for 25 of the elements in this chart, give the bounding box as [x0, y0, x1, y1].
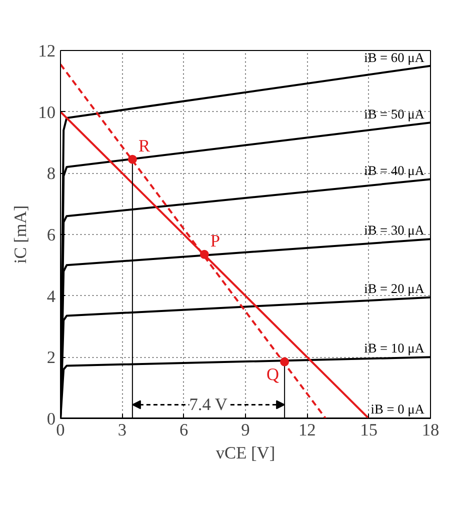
x-tick-label: 3 — [118, 420, 127, 440]
y-axis-title: iC [mA] — [11, 205, 30, 264]
annotation: P — [210, 231, 220, 250]
series-label: iB = 50 μA — [364, 106, 425, 122]
y-tick-label: 10 — [38, 102, 56, 122]
annotation: 7.4 V — [189, 395, 228, 414]
y-tick-label: 2 — [46, 348, 56, 368]
series-label: iB = 40 μA — [364, 163, 425, 178]
y-tick-label: 12 — [38, 42, 56, 60]
y-tick-label: 4 — [46, 286, 56, 306]
x-tick-label: 12 — [298, 420, 316, 440]
x-tick-label: 15 — [360, 420, 378, 440]
y-tick-label: 6 — [46, 226, 56, 244]
series-label: iB = 20 μA — [364, 280, 425, 296]
y-tick-label: 8 — [46, 164, 56, 184]
x-tick-label: 9 — [241, 420, 250, 440]
annotation: Q — [266, 364, 280, 384]
x-tick-label: 6 — [180, 420, 188, 440]
series-label: iB = 30 μA — [364, 222, 425, 238]
series-label: iB = 60 μA — [364, 50, 425, 65]
x-axis-title: vCE [V] — [216, 444, 276, 462]
x-tick-label: 18 — [422, 420, 440, 440]
annotation: R — [138, 136, 150, 156]
series-label: iB = 10 μA — [364, 340, 425, 356]
legend-label: iB = 0 μA — [370, 402, 425, 417]
